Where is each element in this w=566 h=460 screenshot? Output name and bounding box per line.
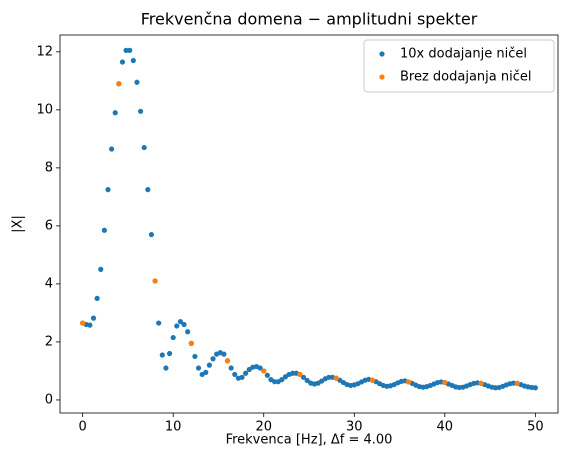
data-point (80, 320, 86, 326)
data-point (127, 47, 133, 53)
data-point (195, 365, 202, 371)
data-point (134, 79, 140, 85)
data-point (109, 146, 115, 152)
legend-box (363, 39, 555, 93)
x-tick-label: 0 (78, 420, 86, 435)
data-point (406, 379, 412, 385)
data-point (87, 322, 93, 328)
data-point (94, 295, 100, 302)
data-point (112, 110, 118, 116)
data-point (206, 362, 212, 368)
legend-marker (379, 51, 385, 57)
data-point (243, 370, 249, 376)
data-point (185, 329, 191, 335)
y-tick-label: 6 (45, 218, 53, 233)
legend-marker (379, 74, 385, 80)
data-point (333, 375, 339, 381)
data-point (148, 231, 155, 238)
data-point (170, 334, 176, 341)
data-point (369, 377, 375, 383)
x-axis-label: Frekvenca [Hz], Δf = 4.00 (226, 433, 393, 448)
data-point (442, 379, 448, 386)
data-point (300, 374, 307, 380)
x-tick-label: 10 (165, 420, 182, 435)
data-point (224, 358, 231, 364)
data-point (137, 108, 144, 114)
data-point (159, 352, 165, 358)
x-tick-label: 40 (437, 420, 454, 435)
data-point (181, 321, 187, 328)
data-point (221, 351, 227, 357)
plot-frame (59, 34, 559, 414)
data-point (532, 385, 538, 391)
data-point (264, 372, 270, 378)
legend-label: 10x dodajanje ničel (400, 47, 527, 62)
data-point (105, 187, 111, 193)
y-tick-label: 8 (45, 160, 53, 175)
y-tick-label: 2 (45, 334, 53, 349)
legend-label: Brez dodajanja ničel (400, 70, 532, 85)
data-point (152, 278, 158, 284)
data-point (210, 356, 216, 362)
data-point (141, 144, 147, 151)
data-point (514, 380, 520, 387)
x-tick-label: 30 (346, 420, 363, 435)
data-point (174, 323, 180, 329)
data-point (232, 371, 238, 378)
data-point (123, 47, 129, 53)
data-point (156, 320, 162, 326)
data-point (90, 315, 97, 321)
y-tick-label: 12 (36, 44, 53, 59)
data-point (290, 370, 296, 376)
x-tick-label: 50 (527, 420, 544, 435)
data-point (101, 227, 107, 233)
data-point (130, 57, 136, 64)
data-point (166, 350, 173, 357)
data-point (304, 377, 310, 384)
data-point (188, 340, 194, 346)
data-point (239, 374, 245, 380)
data-point (145, 187, 151, 193)
data-point (271, 379, 278, 385)
data-point (116, 81, 122, 87)
y-tick-label: 4 (45, 276, 53, 291)
data-point (257, 365, 263, 371)
data-point (478, 380, 484, 387)
y-axis-label: |X| (11, 215, 26, 233)
data-point (297, 371, 303, 378)
data-point (261, 368, 267, 374)
x-tick-label: 20 (255, 420, 272, 435)
data-point (192, 353, 198, 360)
data-point (228, 365, 234, 371)
data-point (326, 374, 332, 380)
data-point (98, 266, 104, 273)
data-point (177, 319, 184, 325)
chart-title: Frekvenčna domena − amplitudni spekter (141, 10, 478, 29)
y-tick-label: 10 (36, 102, 53, 117)
data-point (119, 59, 126, 65)
data-point (279, 377, 285, 383)
data-point (163, 365, 169, 371)
data-point (203, 369, 209, 375)
y-tick-label: 0 (45, 392, 53, 407)
